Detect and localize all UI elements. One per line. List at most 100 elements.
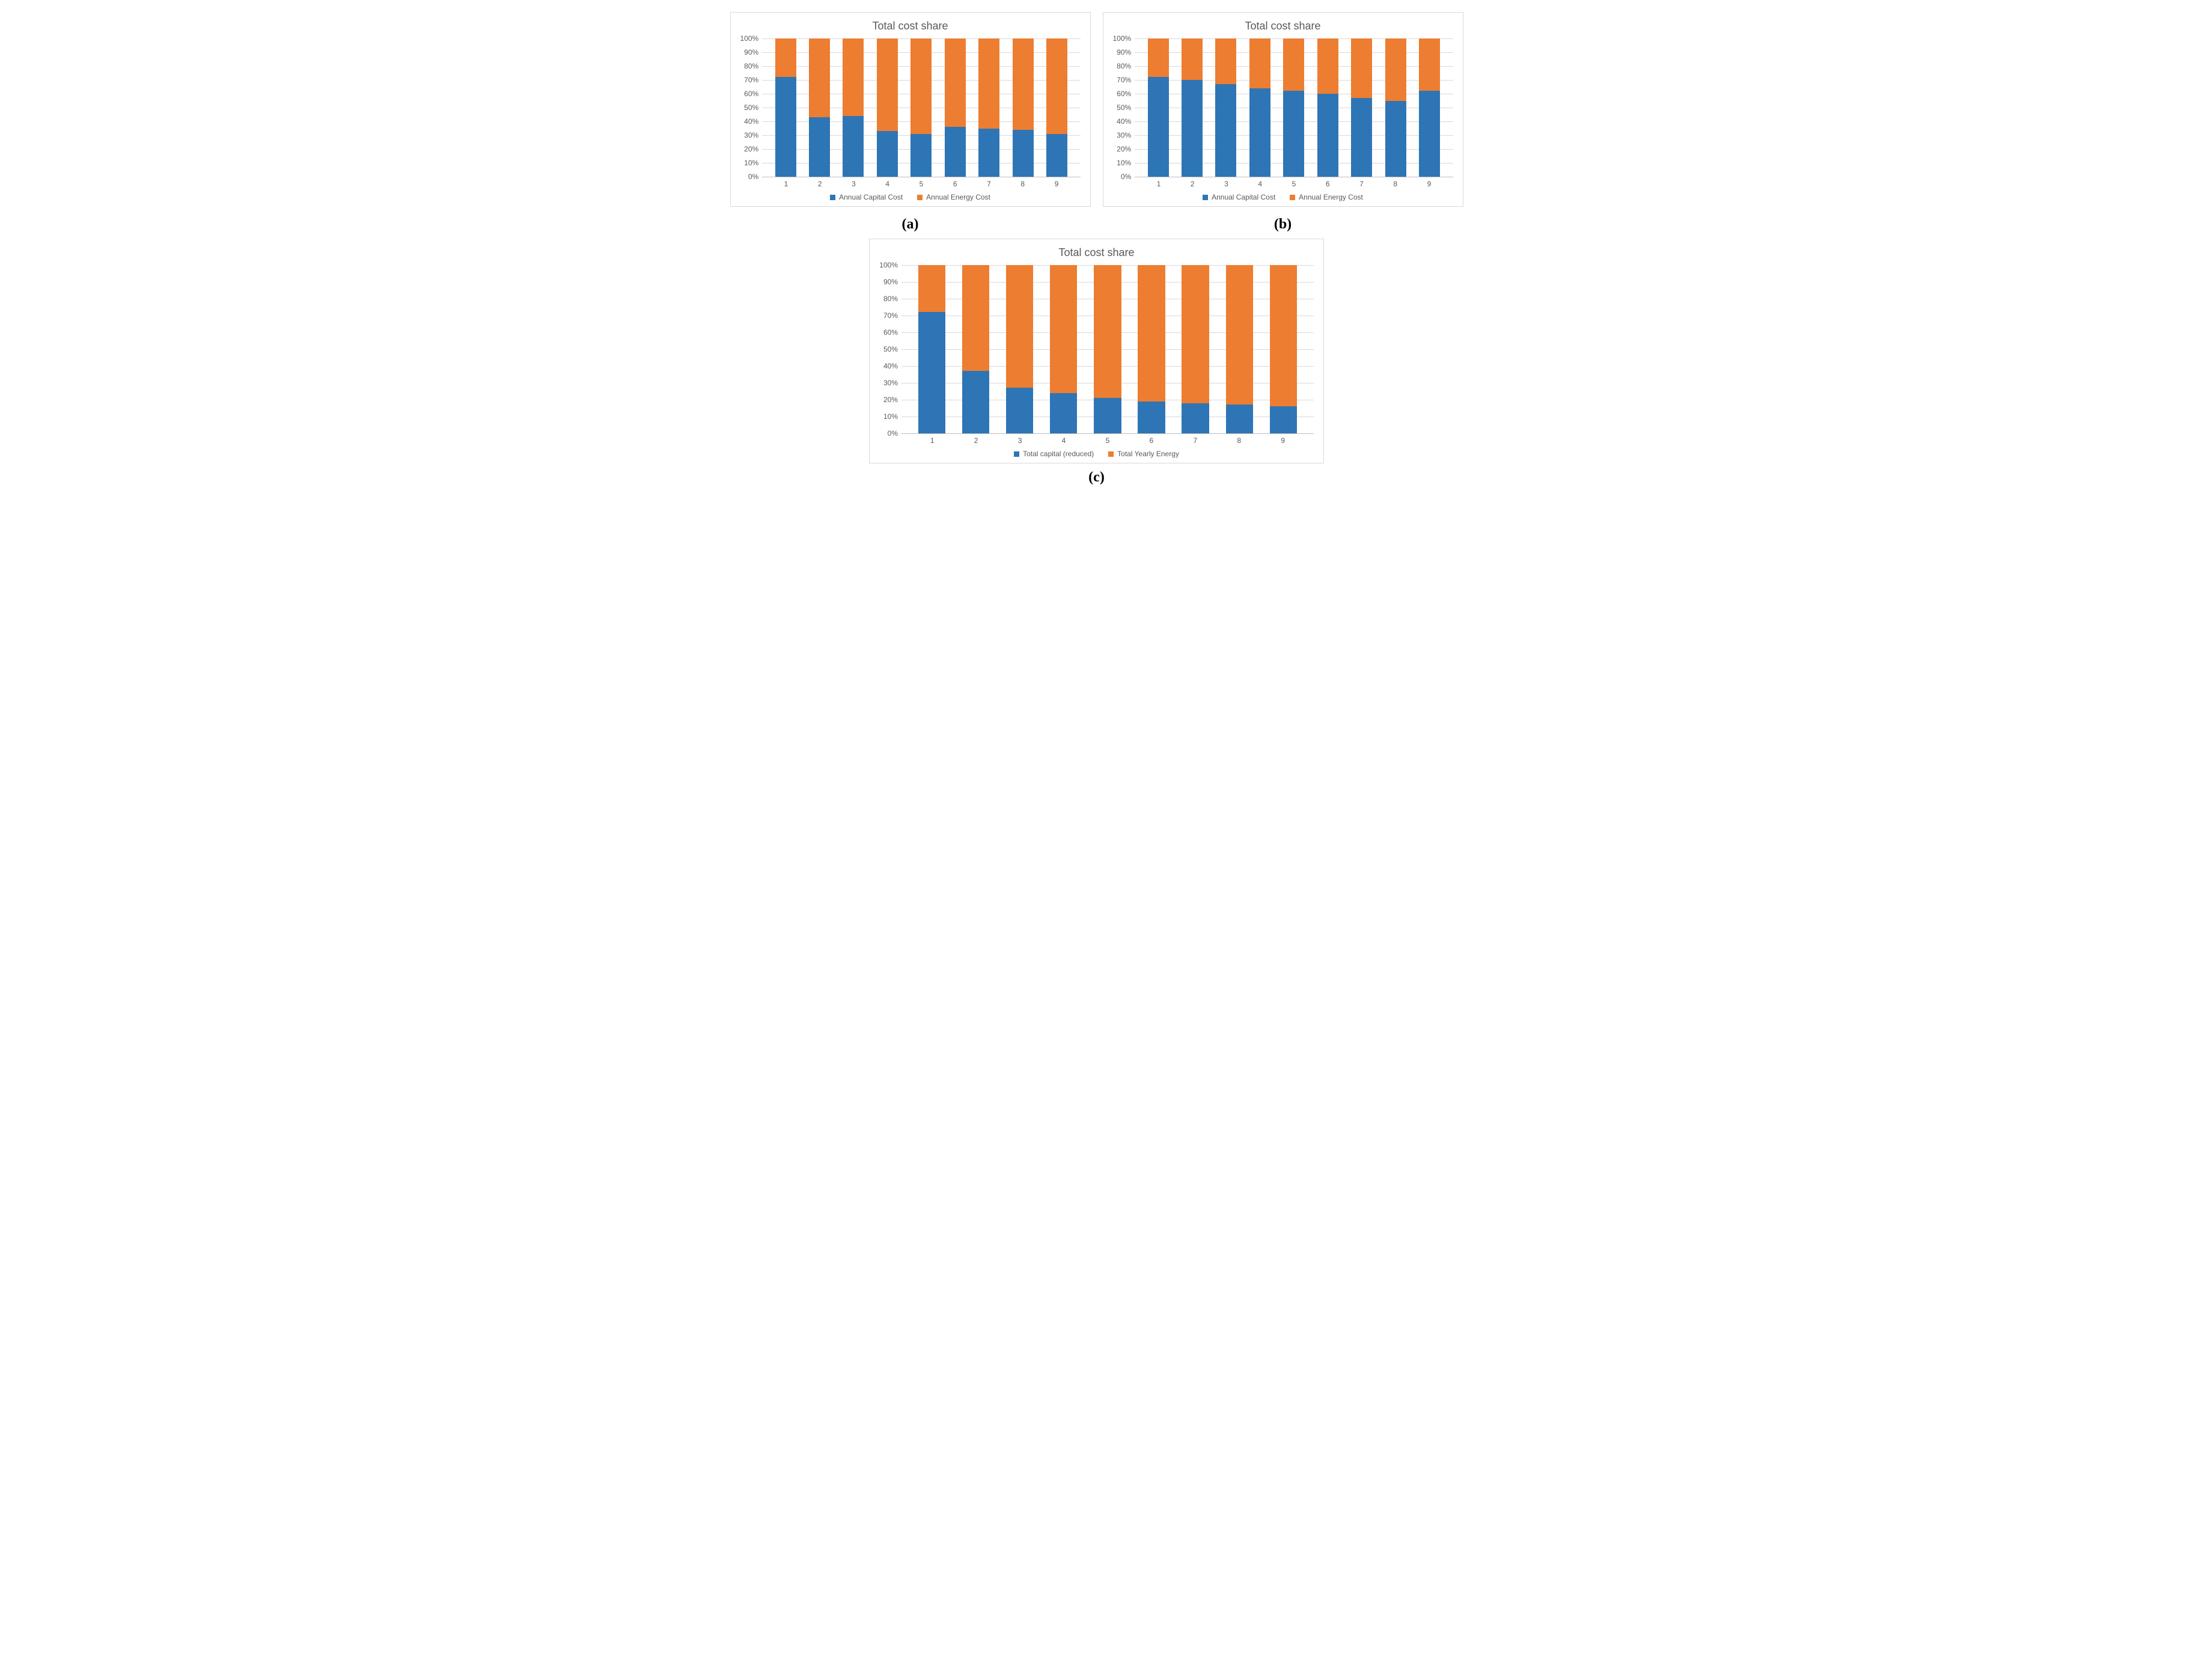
chart-c-xaxis: 123456789 xyxy=(901,434,1313,445)
bar-stack xyxy=(1094,265,1121,433)
x-tick: 2 xyxy=(1182,180,1203,188)
bar-segment-energy xyxy=(1138,265,1165,402)
bar-stack xyxy=(1283,38,1304,177)
bar-segment-capital xyxy=(1148,77,1169,177)
bar-stack xyxy=(1215,38,1236,177)
bar-stack xyxy=(978,38,999,177)
bar-stack xyxy=(918,265,945,433)
legend-swatch xyxy=(830,195,835,200)
chart-c-plot: 100%90%80%70%60%50%40%30%20%10%0% xyxy=(879,265,1313,434)
x-tick: 1 xyxy=(776,180,797,188)
bar-segment-energy xyxy=(1385,38,1406,101)
bar-stack xyxy=(877,38,898,177)
x-tick: 4 xyxy=(1249,180,1270,188)
x-tick: 6 xyxy=(945,180,966,188)
legend-item: Total capital (reduced) xyxy=(1014,450,1094,458)
bar-segment-capital xyxy=(1182,80,1203,177)
bar-stack xyxy=(1226,265,1253,433)
chart-c-bars xyxy=(901,265,1314,433)
chart-c-bars-container xyxy=(901,265,1314,434)
bar-segment-capital xyxy=(1270,406,1297,433)
bar-segment-capital xyxy=(775,77,796,177)
bar-stack xyxy=(1013,38,1034,177)
bar-segment-capital xyxy=(877,131,898,177)
legend-item: Annual Energy Cost xyxy=(917,193,990,201)
bar-segment-energy xyxy=(1182,265,1209,403)
bar-segment-energy xyxy=(945,38,966,127)
bar-segment-energy xyxy=(843,38,864,116)
bar-segment-energy xyxy=(1351,38,1372,98)
bar-segment-capital xyxy=(1385,101,1406,177)
bar-segment-energy xyxy=(910,38,932,134)
bar-segment-capital xyxy=(1419,91,1440,177)
bar-segment-capital xyxy=(843,116,864,177)
x-tick: 5 xyxy=(911,180,932,188)
bar-segment-energy xyxy=(1046,38,1067,134)
bar-stack xyxy=(1050,265,1077,433)
bar-segment-energy xyxy=(1215,38,1236,84)
bar-stack xyxy=(1182,38,1203,177)
x-tick: 2 xyxy=(963,436,990,445)
chart-b-xaxis: 123456789 xyxy=(1135,177,1453,188)
legend-item: Total Yearly Energy xyxy=(1108,450,1179,458)
bar-segment-energy xyxy=(962,265,989,371)
x-tick: 6 xyxy=(1317,180,1338,188)
bar-segment-capital xyxy=(1094,398,1121,433)
x-tick: 7 xyxy=(1182,436,1209,445)
bar-stack xyxy=(1138,265,1165,433)
x-tick: 1 xyxy=(1148,180,1170,188)
x-tick: 9 xyxy=(1269,436,1296,445)
bar-segment-energy xyxy=(1148,38,1169,77)
bar-stack xyxy=(1046,38,1067,177)
bar-segment-energy xyxy=(1006,265,1033,388)
bar-segment-capital xyxy=(1215,84,1236,177)
bar-stack xyxy=(1006,265,1033,433)
bar-segment-capital xyxy=(1046,134,1067,177)
bar-stack xyxy=(1351,38,1372,177)
x-tick: 5 xyxy=(1094,436,1121,445)
x-tick: 2 xyxy=(810,180,831,188)
legend-label: Total Yearly Energy xyxy=(1117,450,1179,458)
x-tick: 8 xyxy=(1385,180,1406,188)
legend-swatch xyxy=(1108,451,1114,457)
legend-label: Annual Energy Cost xyxy=(926,193,990,201)
bar-stack xyxy=(1249,38,1270,177)
legend-swatch xyxy=(1290,195,1295,200)
bar-segment-energy xyxy=(1013,38,1034,130)
chart-b-plot: 100%90%80%70%60%50%40%30%20%10%0% xyxy=(1113,38,1453,177)
sublabel-c: (c) xyxy=(730,469,1463,486)
chart-a-bars xyxy=(762,38,1080,177)
legend-swatch xyxy=(1203,195,1208,200)
bar-segment-energy xyxy=(1270,265,1297,406)
chart-a-plot: 100%90%80%70%60%50%40%30%20%10%0% xyxy=(740,38,1081,177)
sublabel-b: (b) xyxy=(1103,213,1463,233)
bar-segment-capital xyxy=(1249,88,1270,177)
bar-segment-capital xyxy=(1283,91,1304,177)
bar-stack xyxy=(962,265,989,433)
chart-b-yaxis: 100%90%80%70%60%50%40%30%20%10%0% xyxy=(1113,38,1135,177)
chart-a-bars-container xyxy=(762,38,1080,177)
bar-segment-energy xyxy=(1317,38,1338,94)
chart-a-legend: Annual Capital CostAnnual Energy Cost xyxy=(740,188,1081,201)
chart-c-wrap: Total cost share 100%90%80%70%60%50%40%3… xyxy=(730,239,1463,463)
chart-c-yaxis: 100%90%80%70%60%50%40%30%20%10%0% xyxy=(879,265,901,433)
legend-swatch xyxy=(917,195,923,200)
bar-segment-capital xyxy=(1138,402,1165,433)
x-tick: 9 xyxy=(1419,180,1440,188)
bar-segment-capital xyxy=(1351,98,1372,177)
chart-a-yaxis: 100%90%80%70%60%50%40%30%20%10%0% xyxy=(740,38,763,177)
bar-segment-energy xyxy=(775,38,796,77)
chart-c-panel: Total cost share 100%90%80%70%60%50%40%3… xyxy=(869,239,1323,463)
figure-grid: Total cost share 100%90%80%70%60%50%40%3… xyxy=(730,12,1463,486)
bar-segment-capital xyxy=(910,134,932,177)
bar-segment-energy xyxy=(1419,38,1440,91)
bar-segment-capital xyxy=(1006,388,1033,433)
bar-stack xyxy=(1419,38,1440,177)
bar-segment-capital xyxy=(809,117,830,177)
x-tick: 8 xyxy=(1012,180,1033,188)
x-tick: 9 xyxy=(1046,180,1067,188)
bar-stack xyxy=(775,38,796,177)
bar-segment-capital xyxy=(1317,94,1338,177)
bar-segment-energy xyxy=(1283,38,1304,91)
chart-b-bars-container xyxy=(1135,38,1453,177)
